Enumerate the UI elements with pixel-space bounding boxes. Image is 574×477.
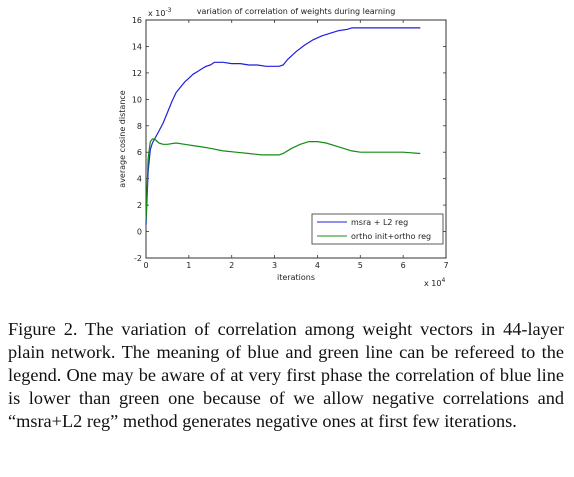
chart: variation of correlation of weights duri…	[118, 7, 449, 288]
y-tick-label: 16	[132, 16, 142, 25]
y-tick-label: 4	[137, 175, 142, 184]
x-tick-label: 1	[186, 261, 191, 270]
x-tick-label: 4	[315, 261, 320, 270]
y-tick-label: -2	[134, 254, 142, 263]
y-tick-label: 8	[137, 122, 142, 131]
x-tick-label: 0	[143, 261, 148, 270]
x-axis-multiplier-base: x 10	[424, 279, 441, 288]
legend-box	[311, 213, 444, 245]
y-axis-label: average cosine distance	[118, 90, 127, 187]
series-line-0	[145, 27, 421, 225]
figure-caption: Figure 2. The variation of correlation a…	[8, 319, 564, 431]
x-tick-label: 7	[443, 261, 448, 270]
y-tick-label: 10	[132, 95, 142, 104]
y-tick-label: 2	[137, 201, 142, 210]
series-lines	[145, 27, 421, 225]
x-tick-label: 5	[358, 261, 363, 270]
x-axis-multiplier: x 104	[424, 277, 445, 288]
series-line-1	[145, 138, 421, 222]
y-axis-multiplier-exponent: -3	[165, 7, 171, 14]
y-tick-label: 12	[132, 69, 142, 78]
x-axis-multiplier-exponent: 4	[441, 277, 445, 284]
legend: msra + L2 reg ortho init+ortho reg	[311, 213, 444, 245]
x-tick-label: 2	[229, 261, 234, 270]
legend-label-ortho: ortho init+ortho reg	[351, 232, 431, 241]
chart-title: variation of correlation of weights duri…	[197, 7, 396, 16]
y-axis-multiplier: x 10-3	[148, 7, 172, 18]
y-tick-label: 14	[132, 42, 142, 51]
y-axis-multiplier-base: x 10	[148, 9, 165, 18]
y-tick-label: 0	[137, 228, 142, 237]
x-axis-label: iterations	[277, 273, 315, 282]
x-tick-label: 3	[272, 261, 277, 270]
legend-label-msra: msra + L2 reg	[351, 218, 408, 227]
x-tick-label: 6	[401, 261, 406, 270]
y-tick-label: 6	[137, 148, 142, 157]
